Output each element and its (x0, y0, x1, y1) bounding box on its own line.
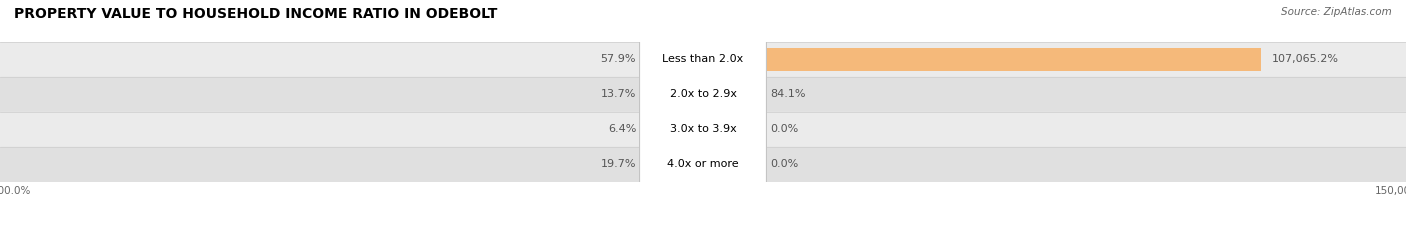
Text: 2.0x to 2.9x: 2.0x to 2.9x (669, 89, 737, 99)
FancyBboxPatch shape (640, 0, 766, 233)
Text: 84.1%: 84.1% (770, 89, 806, 99)
Bar (0, 77, 1406, 112)
Text: 57.9%: 57.9% (600, 55, 636, 64)
Text: Source: ZipAtlas.com: Source: ZipAtlas.com (1281, 7, 1392, 17)
Text: 13.7%: 13.7% (600, 89, 636, 99)
Text: 4.0x or more: 4.0x or more (668, 159, 738, 169)
FancyBboxPatch shape (640, 0, 766, 233)
Text: 3.0x to 3.9x: 3.0x to 3.9x (669, 124, 737, 134)
Bar (759, 48, 1261, 71)
Text: 6.4%: 6.4% (607, 124, 636, 134)
Bar (0, 112, 1406, 147)
Text: PROPERTY VALUE TO HOUSEHOLD INCOME RATIO IN ODEBOLT: PROPERTY VALUE TO HOUSEHOLD INCOME RATIO… (14, 7, 498, 21)
Text: 0.0%: 0.0% (770, 124, 799, 134)
FancyBboxPatch shape (640, 0, 766, 233)
Text: Less than 2.0x: Less than 2.0x (662, 55, 744, 64)
Text: 107,065.2%: 107,065.2% (1271, 55, 1339, 64)
Text: 19.7%: 19.7% (600, 159, 636, 169)
Bar (0, 147, 1406, 182)
FancyBboxPatch shape (640, 0, 766, 233)
Bar (0, 42, 1406, 77)
Text: 0.0%: 0.0% (770, 159, 799, 169)
